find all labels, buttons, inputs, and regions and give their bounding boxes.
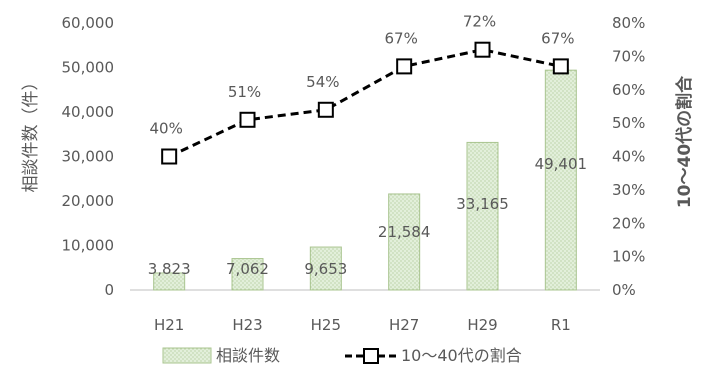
legend: 相談件数 10～40代の割合: [162, 346, 522, 365]
line-data-label: 72%: [463, 13, 496, 31]
bar: [231, 258, 264, 291]
x-tick-label: R1: [551, 316, 571, 334]
line-data-label: 51%: [228, 83, 261, 101]
y2-tick-label: 20%: [612, 214, 645, 232]
y2-tick-label: 30%: [612, 181, 645, 199]
line-marker: [317, 101, 334, 118]
bar-series: [153, 69, 577, 291]
bar-data-label: 33,165: [456, 195, 509, 213]
y-tick-label: 30,000: [62, 148, 115, 166]
line-data-label: 67%: [384, 29, 417, 47]
line-series: [161, 41, 569, 165]
right-axis-ticks: 0% 10% 20% 30% 40% 50% 60% 70% 80%: [612, 14, 645, 299]
y-tick-label: 20,000: [62, 192, 115, 210]
bar-data-labels: 3,823 7,062 9,653 21,584 33,165 49,401: [148, 155, 587, 278]
y2-tick-label: 60%: [612, 81, 645, 99]
legend-label-line: 10～40代の割合: [401, 346, 522, 365]
y2-tick-label: 50%: [612, 114, 645, 132]
x-tick-label: H27: [389, 316, 419, 334]
line-marker: [239, 111, 256, 128]
y-axis-title: 相談件数（件）: [21, 74, 41, 193]
bar-data-label: 3,823: [148, 260, 191, 278]
bar: [153, 272, 186, 291]
line-data-label: 40%: [149, 120, 182, 138]
bar-data-label: 9,653: [304, 260, 347, 278]
bar: [466, 141, 499, 291]
series-line: [168, 48, 562, 158]
bar: [544, 69, 577, 291]
y2-tick-label: 80%: [612, 14, 645, 32]
bar-data-label: 7,062: [226, 260, 269, 278]
bar: [309, 246, 342, 291]
y2-tick-label: 40%: [612, 148, 645, 166]
y-tick-label: 40,000: [62, 103, 115, 121]
y2-tick-label: 10%: [612, 248, 645, 266]
y-tick-label: 10,000: [62, 237, 115, 255]
bar-data-label: 21,584: [378, 223, 431, 241]
legend-swatch-marker: [363, 348, 379, 364]
y-tick-label: 50,000: [62, 59, 115, 77]
bar: [388, 193, 421, 291]
legend-label-bar: 相談件数: [216, 346, 280, 365]
x-tick-label: H23: [232, 316, 262, 334]
x-axis-ticks: H21 H23 H25 H27 H29 R1: [154, 316, 571, 334]
line-marker: [474, 41, 491, 58]
y2-tick-label: 0%: [612, 281, 636, 299]
line-marker: [396, 58, 413, 75]
line-data-labels: 40% 51% 54% 67% 72% 67%: [149, 13, 574, 138]
x-tick-label: H29: [467, 316, 497, 334]
line-data-label: 67%: [541, 29, 574, 47]
line-marker: [552, 58, 569, 75]
y-tick-label: 0: [104, 281, 114, 299]
y2-tick-label: 70%: [612, 47, 645, 65]
y-tick-label: 60,000: [62, 14, 115, 32]
y2-axis-title: 10～40代の割合: [674, 75, 695, 208]
left-axis-ticks: 0 10,000 20,000 30,000 40,000 50,000 60,000: [62, 14, 115, 299]
legend-swatch-bar: [162, 347, 212, 364]
x-tick-label: H25: [311, 316, 341, 334]
x-tick-label: H21: [154, 316, 184, 334]
line-data-label: 54%: [306, 73, 339, 91]
line-marker: [161, 148, 178, 165]
bar-data-label: 49,401: [535, 155, 588, 173]
